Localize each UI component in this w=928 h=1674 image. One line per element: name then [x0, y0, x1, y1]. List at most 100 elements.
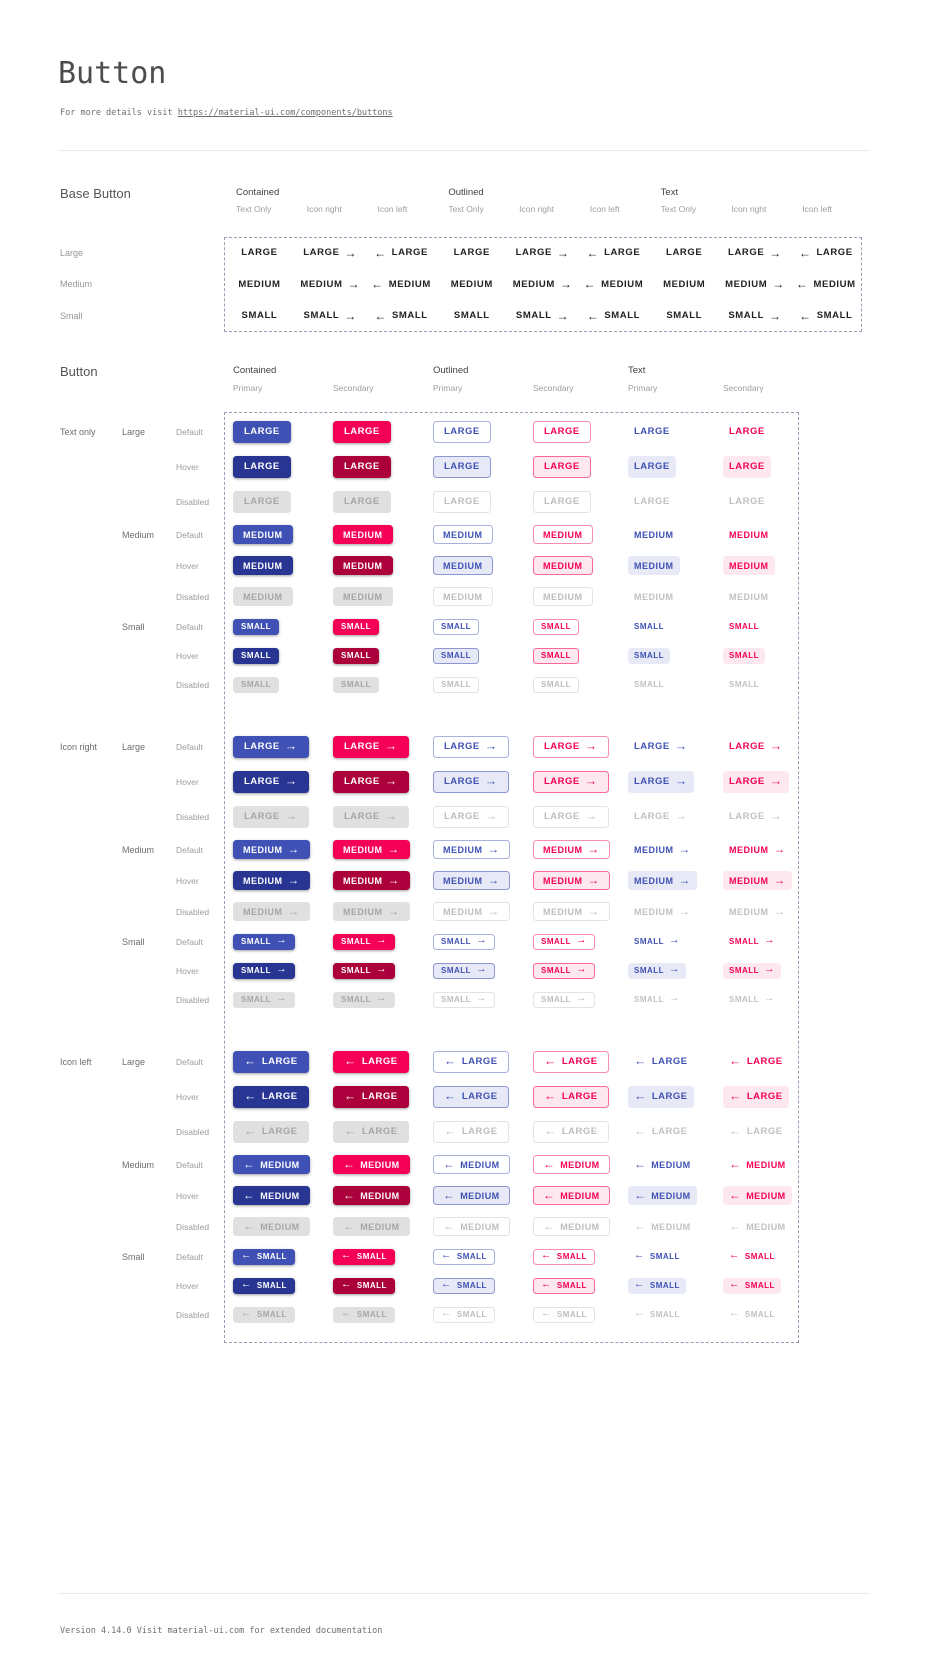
base-button-medium-icon-right[interactable]: MEDIUM →: [513, 277, 573, 291]
contained-secondary-medium-hover-icon-right-button[interactable]: MEDIUM →: [333, 871, 410, 890]
outlined-secondary-large-hover-icon-left-button[interactable]: ← LARGE: [533, 1085, 609, 1108]
text-secondary-small-default-button[interactable]: SMALL: [723, 619, 765, 635]
outlined-secondary-medium-default-icon-right-button[interactable]: MEDIUM →: [533, 840, 610, 859]
text-secondary-small-default-icon-left-button[interactable]: ← SMALL: [723, 1249, 781, 1265]
text-secondary-large-hover-icon-left-button[interactable]: ← LARGE: [723, 1085, 789, 1108]
contained-primary-small-default-icon-left-button[interactable]: ← SMALL: [233, 1248, 295, 1265]
contained-secondary-large-hover-icon-right-button[interactable]: LARGE →: [333, 770, 409, 793]
outlined-primary-medium-hover-button[interactable]: MEDIUM: [433, 556, 493, 575]
contained-secondary-medium-hover-button[interactable]: MEDIUM: [333, 556, 393, 575]
outlined-primary-large-hover-icon-left-button[interactable]: ← LARGE: [433, 1085, 509, 1108]
text-primary-large-default-icon-left-button[interactable]: ← LARGE: [628, 1051, 694, 1073]
contained-primary-large-default-icon-right-button[interactable]: LARGE →: [233, 735, 309, 758]
base-button-small[interactable]: SMALL: [242, 310, 278, 321]
base-button-medium[interactable]: MEDIUM: [238, 279, 280, 290]
contained-primary-large-hover-button[interactable]: LARGE: [233, 455, 291, 478]
text-secondary-medium-hover-icon-left-button[interactable]: ← MEDIUM: [723, 1186, 792, 1205]
outlined-primary-medium-hover-icon-right-button[interactable]: MEDIUM →: [433, 871, 510, 890]
text-secondary-small-hover-button[interactable]: SMALL: [723, 647, 766, 664]
base-button-large-icon-right[interactable]: LARGE →: [728, 246, 782, 260]
contained-primary-medium-default-icon-right-button[interactable]: MEDIUM →: [233, 840, 310, 859]
text-primary-medium-hover-icon-right-button[interactable]: MEDIUM →: [628, 871, 697, 890]
outlined-primary-large-hover-icon-right-button[interactable]: LARGE →: [433, 770, 509, 793]
contained-secondary-medium-default-icon-right-button[interactable]: MEDIUM →: [333, 840, 410, 859]
text-secondary-medium-default-icon-left-button[interactable]: ← MEDIUM: [723, 1155, 792, 1174]
contained-secondary-small-default-button[interactable]: SMALL: [333, 618, 380, 635]
text-primary-medium-default-icon-left-button[interactable]: ← MEDIUM: [628, 1155, 697, 1174]
base-button-small-icon-right[interactable]: SMALL →: [304, 309, 357, 323]
text-primary-small-default-icon-left-button[interactable]: ← SMALL: [628, 1249, 686, 1265]
text-primary-large-default-icon-right-button[interactable]: LARGE →: [628, 736, 694, 758]
text-secondary-medium-hover-button[interactable]: MEDIUM: [723, 556, 775, 575]
contained-primary-medium-hover-icon-left-button[interactable]: ← MEDIUM: [233, 1186, 310, 1205]
contained-secondary-large-default-icon-right-button[interactable]: LARGE →: [333, 735, 409, 758]
base-button-small-icon-right[interactable]: SMALL →: [516, 309, 569, 323]
contained-secondary-small-hover-button[interactable]: SMALL: [333, 647, 380, 664]
outlined-primary-small-default-button[interactable]: SMALL: [433, 618, 480, 635]
base-button-medium[interactable]: MEDIUM: [663, 279, 705, 290]
base-button-small-icon-left[interactable]: ← SMALL: [374, 309, 427, 323]
outlined-secondary-large-hover-button[interactable]: LARGE: [533, 455, 591, 478]
outlined-secondary-small-default-icon-right-button[interactable]: SMALL →: [533, 933, 595, 950]
text-secondary-large-hover-icon-right-button[interactable]: LARGE →: [723, 770, 789, 793]
text-secondary-small-hover-icon-right-button[interactable]: SMALL →: [723, 962, 781, 979]
base-button-medium-icon-left[interactable]: ← MEDIUM: [584, 277, 644, 291]
outlined-primary-large-default-icon-left-button[interactable]: ← LARGE: [433, 1050, 509, 1073]
text-primary-large-hover-button[interactable]: LARGE: [628, 455, 676, 478]
text-secondary-large-hover-button[interactable]: LARGE: [723, 455, 771, 478]
outlined-primary-small-hover-icon-left-button[interactable]: ← SMALL: [433, 1277, 495, 1294]
text-primary-small-hover-icon-left-button[interactable]: ← SMALL: [628, 1277, 686, 1294]
base-button-large-icon-left[interactable]: ← LARGE: [799, 246, 853, 260]
outlined-secondary-medium-hover-button[interactable]: MEDIUM: [533, 556, 593, 575]
outlined-secondary-medium-hover-icon-right-button[interactable]: MEDIUM →: [533, 871, 610, 890]
outlined-primary-small-default-icon-left-button[interactable]: ← SMALL: [433, 1248, 495, 1265]
base-button-medium-icon-left[interactable]: ← MEDIUM: [796, 277, 856, 291]
outlined-secondary-large-default-icon-right-button[interactable]: LARGE →: [533, 735, 609, 758]
base-button-small-icon-right[interactable]: SMALL →: [728, 309, 781, 323]
contained-secondary-small-default-icon-right-button[interactable]: SMALL →: [333, 933, 395, 950]
base-button-large-icon-right[interactable]: LARGE →: [516, 246, 570, 260]
outlined-primary-large-default-icon-right-button[interactable]: LARGE →: [433, 735, 509, 758]
text-primary-small-default-button[interactable]: SMALL: [628, 619, 670, 635]
contained-primary-large-default-icon-left-button[interactable]: ← LARGE: [233, 1050, 309, 1073]
outlined-secondary-small-default-button[interactable]: SMALL: [533, 618, 580, 635]
base-button-small-icon-left[interactable]: ← SMALL: [799, 309, 852, 323]
contained-primary-small-default-button[interactable]: SMALL: [233, 618, 280, 635]
outlined-secondary-small-hover-icon-left-button[interactable]: ← SMALL: [533, 1277, 595, 1294]
base-button-large-icon-right[interactable]: LARGE →: [303, 246, 357, 260]
contained-primary-large-hover-icon-left-button[interactable]: ← LARGE: [233, 1085, 309, 1108]
contained-primary-medium-default-icon-left-button[interactable]: ← MEDIUM: [233, 1155, 310, 1174]
text-secondary-small-default-icon-right-button[interactable]: SMALL →: [723, 934, 781, 950]
contained-primary-medium-default-button[interactable]: MEDIUM: [233, 525, 293, 544]
contained-primary-small-hover-icon-right-button[interactable]: SMALL →: [233, 962, 295, 979]
outlined-primary-small-hover-icon-right-button[interactable]: SMALL →: [433, 962, 495, 979]
contained-secondary-medium-default-button[interactable]: MEDIUM: [333, 525, 393, 544]
contained-secondary-medium-default-icon-left-button[interactable]: ← MEDIUM: [333, 1155, 410, 1174]
contained-primary-small-hover-icon-left-button[interactable]: ← SMALL: [233, 1277, 295, 1294]
text-secondary-large-default-button[interactable]: LARGE: [723, 421, 771, 443]
text-primary-medium-default-icon-right-button[interactable]: MEDIUM →: [628, 840, 697, 859]
contained-secondary-medium-hover-icon-left-button[interactable]: ← MEDIUM: [333, 1186, 410, 1205]
outlined-secondary-large-default-button[interactable]: LARGE: [533, 420, 591, 443]
contained-primary-medium-hover-button[interactable]: MEDIUM: [233, 556, 293, 575]
contained-secondary-small-hover-icon-left-button[interactable]: ← SMALL: [333, 1277, 395, 1294]
text-secondary-large-default-icon-right-button[interactable]: LARGE →: [723, 736, 789, 758]
text-primary-medium-default-button[interactable]: MEDIUM: [628, 525, 680, 544]
outlined-primary-small-hover-button[interactable]: SMALL: [433, 647, 480, 664]
text-primary-small-hover-icon-right-button[interactable]: SMALL →: [628, 962, 686, 979]
base-button-small[interactable]: SMALL: [454, 310, 490, 321]
base-button-large[interactable]: LARGE: [666, 247, 702, 258]
base-button-medium-icon-right[interactable]: MEDIUM →: [725, 277, 785, 291]
base-button-large-icon-left[interactable]: ← LARGE: [374, 246, 428, 260]
outlined-secondary-medium-default-icon-left-button[interactable]: ← MEDIUM: [533, 1155, 610, 1174]
base-button-medium[interactable]: MEDIUM: [451, 279, 493, 290]
outlined-secondary-large-default-icon-left-button[interactable]: ← LARGE: [533, 1050, 609, 1073]
outlined-primary-medium-default-button[interactable]: MEDIUM: [433, 525, 493, 544]
contained-secondary-large-default-button[interactable]: LARGE: [333, 420, 391, 443]
text-primary-large-hover-icon-right-button[interactable]: LARGE →: [628, 770, 694, 793]
base-button-medium-icon-left[interactable]: ← MEDIUM: [371, 277, 431, 291]
base-button-large[interactable]: LARGE: [241, 247, 277, 258]
text-secondary-medium-default-button[interactable]: MEDIUM: [723, 525, 775, 544]
base-button-small-icon-left[interactable]: ← SMALL: [587, 309, 640, 323]
text-primary-small-default-icon-right-button[interactable]: SMALL →: [628, 934, 686, 950]
